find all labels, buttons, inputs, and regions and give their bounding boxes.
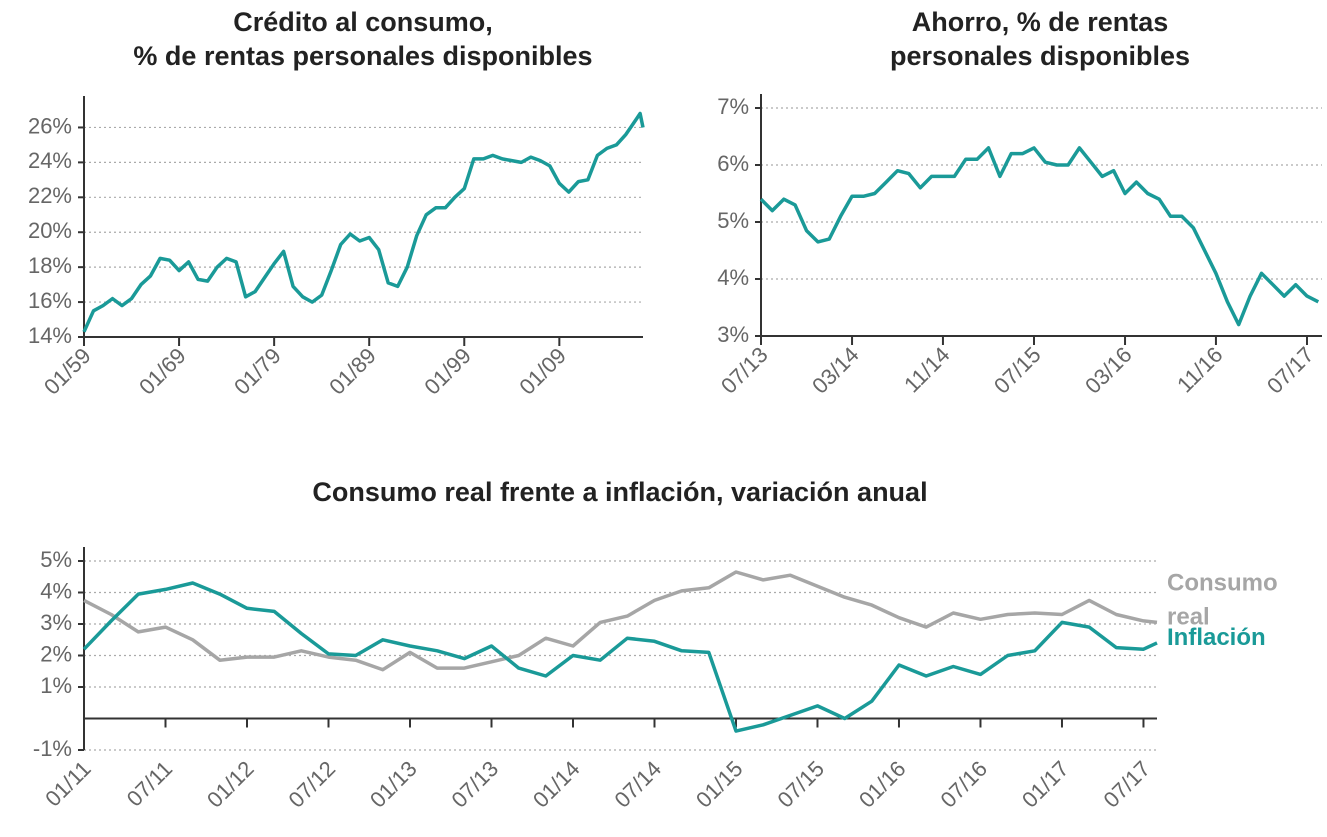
x-tick-label: 07/11 — [122, 756, 177, 811]
x-tick-label: 01/09 — [514, 343, 571, 400]
y-tick-label: 18% — [28, 253, 72, 278]
data-line — [82, 581, 1158, 733]
y-tick-label: 3% — [717, 322, 749, 347]
y-tick-label: 16% — [28, 288, 72, 313]
x-tick-label: 07/17 — [1262, 342, 1319, 399]
y-tick-label: 4% — [40, 578, 72, 603]
chart-title: Crédito al consumo, — [233, 7, 493, 37]
x-tick-label: 07/15 — [773, 756, 830, 813]
y-tick-label: 4% — [717, 265, 749, 290]
y-tick-label: 26% — [28, 113, 72, 138]
y-tick-label: 1% — [40, 673, 72, 698]
y-tick-label: 3% — [40, 610, 72, 635]
y-tick-label: 14% — [28, 323, 72, 348]
x-tick-label: 01/15 — [691, 756, 748, 813]
chart-title: Consumo real frente a inflación, variaci… — [312, 477, 927, 507]
x-tick-label: 01/69 — [134, 343, 191, 400]
legend-label: Consumo real — [1167, 570, 1278, 631]
chart-title: % de rentas personales disponibles — [133, 41, 592, 71]
x-tick-label: 07/14 — [610, 756, 667, 813]
y-tick-label: 6% — [717, 151, 749, 176]
x-tick-label: 01/89 — [324, 343, 381, 400]
x-tick-label: 07/13 — [716, 342, 773, 399]
x-tick-label: 03/14 — [807, 342, 864, 399]
y-tick-label: 22% — [28, 183, 72, 208]
x-tick-label: 07/17 — [1099, 756, 1156, 813]
data-line — [82, 111, 645, 333]
x-tick-label: 07/13 — [447, 756, 504, 813]
y-tick-label: 7% — [717, 94, 749, 119]
x-tick-label: 11/14 — [899, 342, 954, 397]
x-tick-label: 07/12 — [284, 756, 341, 813]
x-tick-label: 01/79 — [229, 343, 286, 400]
chart-title: Ahorro, % de rentas — [912, 7, 1169, 37]
y-tick-label: 5% — [40, 547, 72, 572]
x-tick-label: 07/15 — [989, 342, 1046, 399]
x-tick-label: 07/16 — [936, 756, 993, 813]
y-tick-label: 24% — [28, 148, 72, 173]
y-tick-label: 20% — [28, 218, 72, 243]
chart-title: personales disponibles — [890, 41, 1190, 71]
y-tick-label: 2% — [40, 641, 72, 666]
x-tick-label: 01/11 — [40, 756, 95, 811]
y-tick-label: 5% — [717, 208, 749, 233]
data-line — [83, 570, 1158, 672]
x-tick-label: 01/16 — [854, 756, 911, 813]
x-tick-label: 01/59 — [39, 343, 96, 400]
x-tick-label: 01/14 — [528, 756, 585, 813]
data-line — [759, 146, 1320, 327]
x-tick-label: 11/16 — [1172, 342, 1227, 397]
x-tick-label: 03/16 — [1080, 342, 1137, 399]
x-tick-label: 01/99 — [419, 343, 476, 400]
x-tick-label: 01/17 — [1017, 756, 1074, 813]
legend-label: Inflación — [1167, 624, 1266, 651]
x-tick-label: 01/13 — [365, 756, 422, 813]
y-tick-label: -1% — [33, 736, 72, 761]
x-tick-label: 01/12 — [202, 756, 259, 813]
